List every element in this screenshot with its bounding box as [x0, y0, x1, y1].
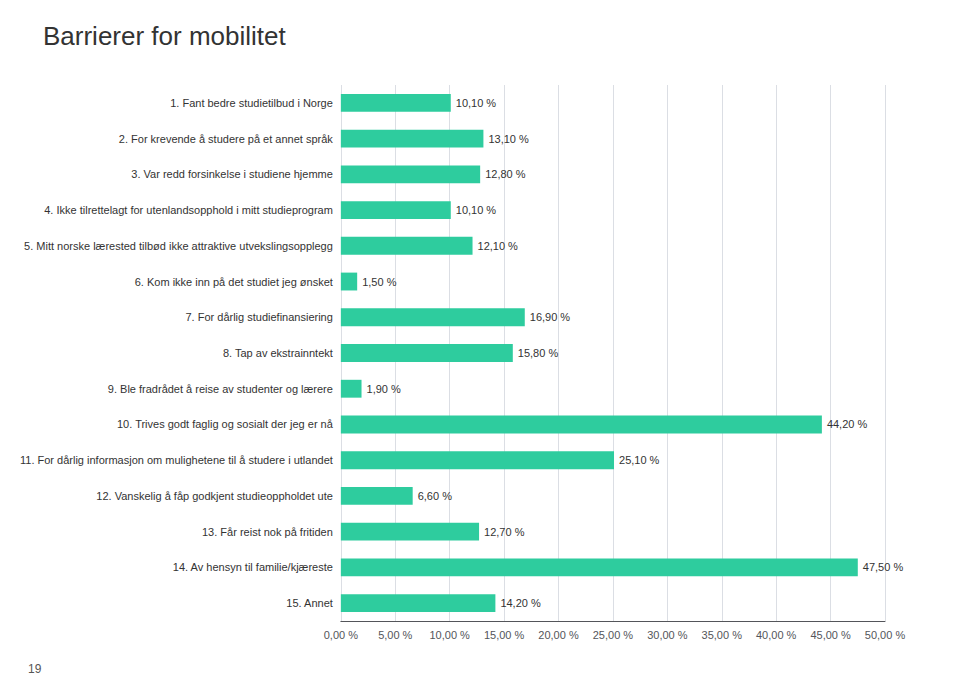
svg-text:25,10 %: 25,10 %	[619, 454, 660, 466]
svg-text:12,70 %: 12,70 %	[484, 526, 525, 538]
svg-text:44,20 %: 44,20 %	[827, 418, 868, 430]
svg-text:20,00 %: 20,00 %	[538, 629, 579, 641]
svg-text:10,00 %: 10,00 %	[429, 629, 470, 641]
svg-text:15,80 %: 15,80 %	[518, 347, 559, 359]
svg-text:13. Får reist nok på fritiden: 13. Får reist nok på fritiden	[202, 526, 333, 538]
svg-text:12,80 %: 12,80 %	[485, 168, 526, 180]
svg-text:6,60 %: 6,60 %	[418, 490, 452, 502]
svg-text:1,90 %: 1,90 %	[367, 383, 401, 395]
svg-text:10. Trives godt faglig og sosi: 10. Trives godt faglig og sosialt der je…	[117, 418, 334, 430]
svg-text:3. Var redd forsinkelse i stud: 3. Var redd forsinkelse i studiene hjemm…	[131, 168, 333, 180]
svg-text:12,10 %: 12,10 %	[478, 240, 519, 252]
svg-text:25,00 %: 25,00 %	[593, 629, 634, 641]
svg-text:7. For dårlig studiefinansieri: 7. For dårlig studiefinansiering	[185, 311, 332, 323]
svg-text:11. For dårlig informasjon om: 11. For dårlig informasjon om muligheten…	[20, 454, 333, 466]
svg-text:14,20 %: 14,20 %	[500, 597, 541, 609]
svg-text:5. Mitt norske lærested tilbød: 5. Mitt norske lærested tilbød ikke attr…	[24, 240, 333, 252]
svg-text:10,10 %: 10,10 %	[456, 204, 497, 216]
svg-text:15,00 %: 15,00 %	[484, 629, 525, 641]
svg-text:45,00 %: 45,00 %	[810, 629, 851, 641]
svg-text:12. Vanskelig å fåp godkjent s: 12. Vanskelig å fåp godkjent studieoppho…	[96, 490, 332, 502]
svg-text:15. Annet: 15. Annet	[286, 597, 333, 609]
svg-text:14. Av hensyn til familie/kjær: 14. Av hensyn til familie/kjæreste	[173, 561, 333, 573]
svg-text:35,00 %: 35,00 %	[702, 629, 743, 641]
svg-text:2. For krevende å studere på e: 2. For krevende å studere på et annet sp…	[119, 133, 334, 145]
svg-text:13,10 %: 13,10 %	[488, 133, 529, 145]
svg-text:8. Tap av ekstrainntekt: 8. Tap av ekstrainntekt	[223, 347, 333, 359]
svg-text:1. Fant bedre studietilbud i N: 1. Fant bedre studietilbud i Norge	[170, 97, 333, 109]
svg-text:1,50 %: 1,50 %	[362, 276, 396, 288]
svg-text:10,10 %: 10,10 %	[456, 97, 497, 109]
svg-text:9. Ble fradrådet å reise av st: 9. Ble fradrådet å reise av studenter og…	[108, 383, 333, 395]
svg-text:4. Ikke tilrettelagt for utenl: 4. Ikke tilrettelagt for utenlandsopphol…	[44, 204, 333, 216]
svg-text:47,50 %: 47,50 %	[863, 561, 904, 573]
svg-text:50,00 %: 50,00 %	[865, 629, 906, 641]
svg-text:40,00 %: 40,00 %	[756, 629, 797, 641]
svg-text:19: 19	[28, 662, 42, 676]
svg-text:16,90 %: 16,90 %	[530, 311, 571, 323]
svg-text:Barrierer for mobilitet: Barrierer for mobilitet	[43, 21, 287, 51]
svg-text:5,00 %: 5,00 %	[378, 629, 412, 641]
svg-text:6. Kom ikke inn på det studiet: 6. Kom ikke inn på det studiet jeg ønske…	[135, 276, 333, 288]
svg-text:30,00 %: 30,00 %	[647, 629, 688, 641]
svg-text:0,00 %: 0,00 %	[324, 629, 358, 641]
